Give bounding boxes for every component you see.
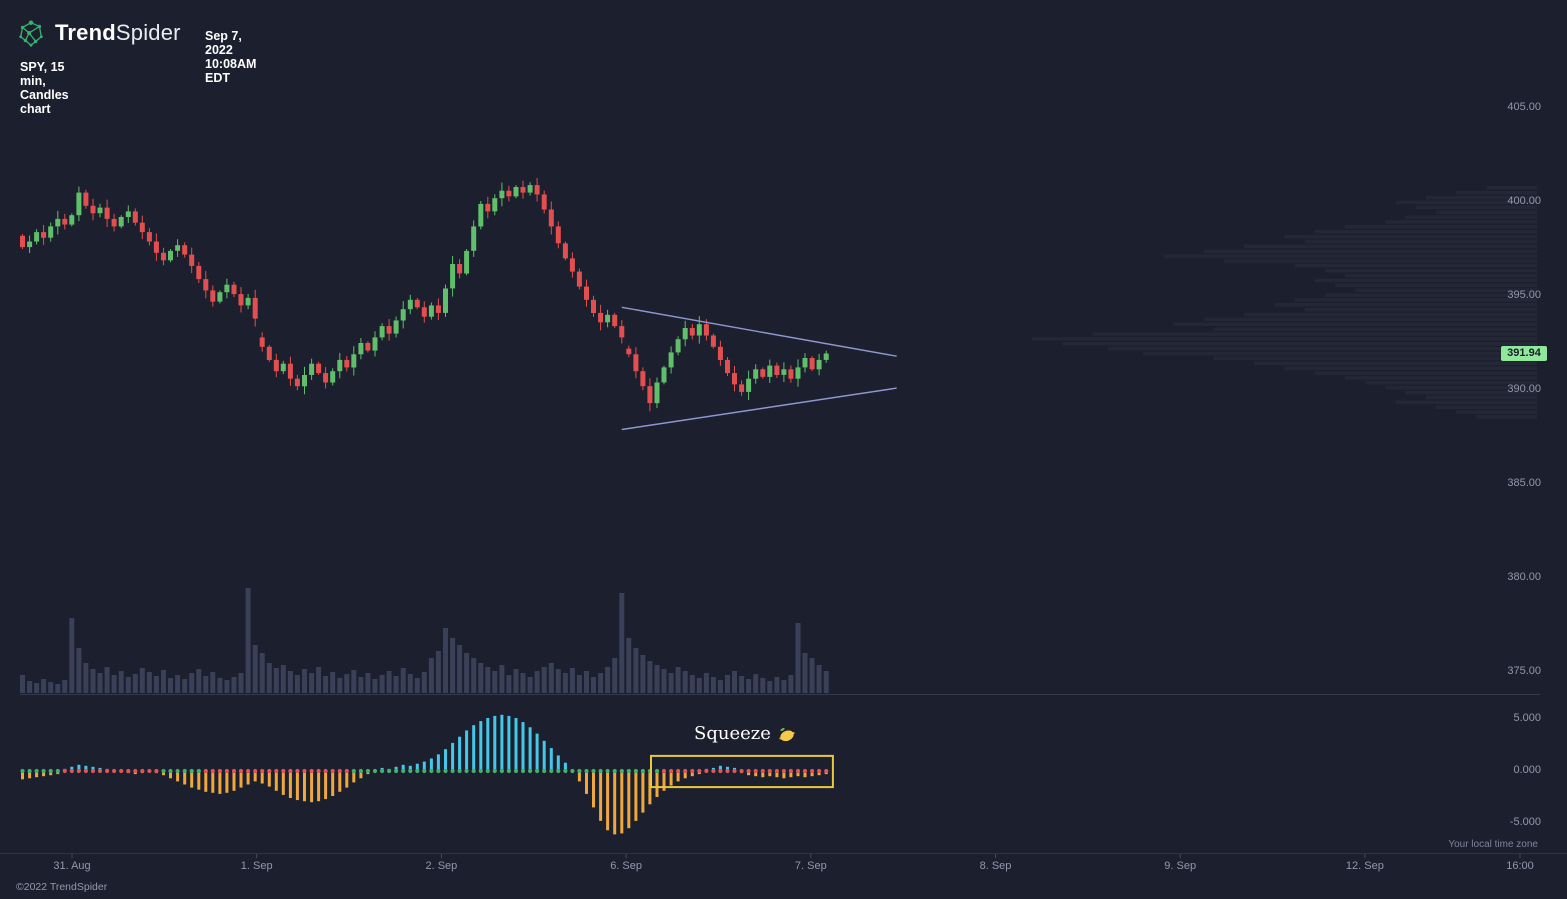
squeeze-highlight-box[interactable]: [650, 754, 834, 789]
price-axis-label[interactable]: 395.00: [1507, 289, 1541, 301]
time-axis-label[interactable]: 7. Sep: [794, 860, 827, 872]
price-axis-label[interactable]: 390.00: [1507, 383, 1541, 395]
time-axis-label[interactable]: 1. Sep: [240, 860, 273, 872]
chart-symbol-label: SPY, 15 min, Candles chart: [20, 60, 69, 116]
panel-separators: [0, 694, 1567, 854]
time-axis-label[interactable]: 16:00: [1506, 860, 1534, 872]
time-axis-label[interactable]: 2. Sep: [425, 860, 458, 872]
brand-trend: Trend: [55, 20, 116, 45]
time-axis-label[interactable]: 12. Sep: [1345, 860, 1384, 872]
oscillator-axis-label[interactable]: 0.000: [1513, 764, 1541, 776]
oscillator-axis-label[interactable]: -5.000: [1509, 816, 1541, 828]
last-price-badge: 391.94: [1501, 345, 1547, 361]
squeeze-annotation[interactable]: Squeeze: [694, 723, 796, 744]
price-axis-label[interactable]: 380.00: [1507, 571, 1541, 583]
candlestick-series[interactable]: [20, 178, 829, 412]
lemon-emoji-icon: [779, 727, 795, 741]
brand-spider: Spider: [115, 20, 181, 45]
chart-timestamp: Sep 7, 2022 10:08AM EDT: [205, 29, 257, 85]
squeeze-annotation-text: Squeeze: [694, 723, 771, 744]
squeeze-oscillator-series[interactable]: [20, 714, 829, 835]
time-axis-label[interactable]: 6. Sep: [610, 860, 642, 872]
price-axis-label[interactable]: 405.00: [1507, 101, 1541, 113]
trendspider-logo-icon: [19, 20, 43, 47]
triangle-pattern-annotation[interactable]: [621, 306, 897, 431]
price-axis-label[interactable]: 375.00: [1507, 665, 1541, 677]
time-axis-label[interactable]: 9. Sep: [1164, 860, 1197, 872]
volume-profile-series: [1032, 186, 1538, 419]
time-axis-label[interactable]: 8. Sep: [979, 860, 1012, 872]
time-axis-label[interactable]: 31. Aug: [53, 860, 91, 872]
copyright: ©2022 TrendSpider: [16, 881, 108, 893]
trendspider-logo[interactable]: TrendSpider: [16, 18, 181, 48]
price-axis-label[interactable]: 400.00: [1507, 195, 1541, 207]
volume-series[interactable]: [20, 588, 829, 693]
price-axis-label[interactable]: 385.00: [1507, 477, 1541, 489]
brand-name: TrendSpider: [55, 20, 181, 46]
oscillator-axis-label[interactable]: 5.000: [1513, 712, 1541, 724]
timezone-note: Your local time zone: [1448, 839, 1538, 850]
time-axis-ticks: [71, 854, 1521, 858]
